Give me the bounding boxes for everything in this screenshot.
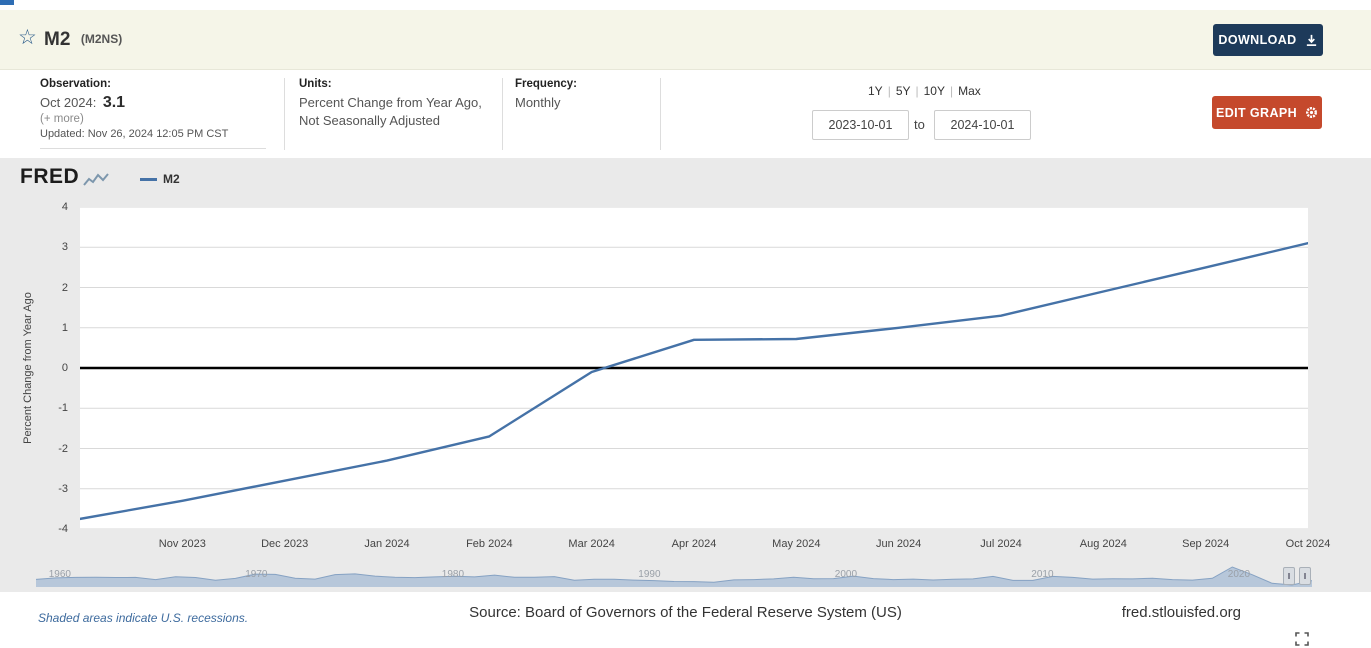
range-slider[interactable]: 1960197019801990200020102020 ‖ ‖ [36, 566, 1312, 587]
updated-timestamp: Updated: Nov 26, 2024 12:05 PM CST [40, 128, 266, 140]
plot-area[interactable] [80, 207, 1308, 529]
chart-legend: M2 [140, 172, 180, 186]
slider-handle-icon: ‖ [1303, 572, 1306, 581]
y-tick-label: -1 [58, 401, 68, 415]
x-tick-label: May 2024 [772, 538, 820, 550]
chart-footer: Shaded areas indicate U.S. recessions. S… [0, 592, 1371, 648]
zoom-range-links: 1Y|5Y|10Y|Max [866, 84, 983, 98]
end-date-input[interactable] [934, 110, 1031, 140]
x-tick-label: Feb 2024 [466, 538, 512, 550]
frequency-label: Frequency: [515, 78, 645, 90]
plot-svg [80, 207, 1308, 529]
fullscreen-icon[interactable] [1295, 632, 1309, 646]
legend-series-label: M2 [163, 172, 180, 186]
fred-logo-text: FRED [20, 166, 79, 187]
series-meta-strip: Observation: Oct 2024: 3.1 (+ more) Upda… [0, 70, 1371, 158]
units-block: Units: Percent Change from Year Ago, Not… [299, 78, 489, 129]
page-title: M2 [44, 29, 70, 50]
slider-handle-icon: ‖ [1287, 572, 1290, 581]
y-tick-label: 4 [62, 200, 68, 214]
observation-label: Observation: [40, 78, 266, 90]
x-tick-label: Jul 2024 [980, 538, 1022, 550]
range-link-max[interactable]: Max [956, 84, 983, 98]
y-tick-label: 1 [62, 321, 68, 335]
x-tick-label: Jan 2024 [364, 538, 409, 550]
download-button[interactable]: DOWNLOAD [1213, 24, 1323, 56]
range-link-1y[interactable]: 1Y [866, 84, 885, 98]
download-icon [1305, 34, 1318, 47]
fred-logo[interactable]: FRED [20, 166, 109, 187]
series-header: ☆ M2 (M2NS) DOWNLOAD [0, 10, 1371, 70]
frequency-block: Frequency: Monthly [515, 78, 645, 112]
edit-graph-button[interactable]: EDIT GRAPH [1212, 96, 1322, 129]
more-observations-link[interactable]: (+ more) [40, 113, 266, 125]
range-separator: | [947, 84, 956, 98]
x-tick-label: Jun 2024 [876, 538, 921, 550]
favorite-star-icon[interactable]: ☆ [18, 27, 37, 48]
legend-line-swatch [140, 178, 157, 181]
range-slider-sparkline [36, 566, 1312, 587]
fred-series-page: ☆ M2 (M2NS) DOWNLOAD Observation: Oct 20… [0, 0, 1371, 648]
range-link-10y[interactable]: 10Y [922, 84, 947, 98]
range-separator: | [885, 84, 894, 98]
units-value-line2: Not Seasonally Adjusted [299, 112, 489, 130]
observation-line: Oct 2024: 3.1 [40, 94, 266, 112]
fred-logo-graph-icon [83, 172, 109, 187]
divider [284, 78, 285, 150]
frequency-value: Monthly [515, 94, 645, 112]
x-tick-label: Mar 2024 [568, 538, 614, 550]
x-tick-label: Dec 2023 [261, 538, 308, 550]
y-tick-label: -4 [58, 522, 68, 536]
slider-handle-right[interactable]: ‖ [1299, 567, 1311, 585]
units-label: Units: [299, 78, 489, 90]
x-tick-label: Sep 2024 [1182, 538, 1229, 550]
divider [660, 78, 661, 150]
date-range-to-label: to [914, 117, 925, 132]
series-line-M2 [80, 243, 1308, 519]
y-tick-label: 0 [62, 361, 68, 375]
observation-value: 3.1 [103, 94, 125, 111]
y-axis-title-text: Percent Change from Year Ago [22, 292, 34, 444]
range-link-5y[interactable]: 5Y [894, 84, 913, 98]
units-value-line1: Percent Change from Year Ago, [299, 94, 489, 112]
site-link[interactable]: fred.stlouisfed.org [1122, 604, 1241, 621]
y-tick-label: -3 [58, 482, 68, 496]
x-tick-label: Oct 2024 [1286, 538, 1331, 550]
spark-area [36, 567, 1312, 587]
divider [502, 78, 503, 150]
range-separator: | [913, 84, 922, 98]
y-tick-label: 2 [62, 281, 68, 295]
x-tick-label: Apr 2024 [672, 538, 717, 550]
series-title-wrap: M2 (M2NS) [44, 29, 122, 51]
x-tick-label: Aug 2024 [1080, 538, 1127, 550]
edit-graph-button-label: EDIT GRAPH [1216, 106, 1297, 120]
observation-block: Observation: Oct 2024: 3.1 (+ more) Upda… [40, 78, 266, 149]
series-id: (M2NS) [81, 32, 122, 46]
download-button-label: DOWNLOAD [1218, 33, 1296, 47]
x-tick-label: Nov 2023 [159, 538, 206, 550]
y-axis-tick-labels: 43210-1-2-3-4 [38, 207, 74, 529]
start-date-input[interactable] [812, 110, 909, 140]
y-tick-label: 3 [62, 240, 68, 254]
top-accent-bar [0, 0, 14, 5]
gear-icon [1305, 106, 1318, 119]
slider-handle-left[interactable]: ‖ [1283, 567, 1295, 585]
chart-region: FRED M2 Percent Change from Year Ago 4 3 2… [0, 158, 1371, 592]
observation-date: Oct 2024: [40, 95, 96, 110]
x-axis-tick-labels: Nov 2023 Dec 2023 Jan 2024 Feb 2024 Mar 2024… [80, 538, 1308, 554]
y-tick-label: -2 [58, 442, 68, 456]
y-axis-title: Percent Change from Year Ago [20, 207, 36, 529]
